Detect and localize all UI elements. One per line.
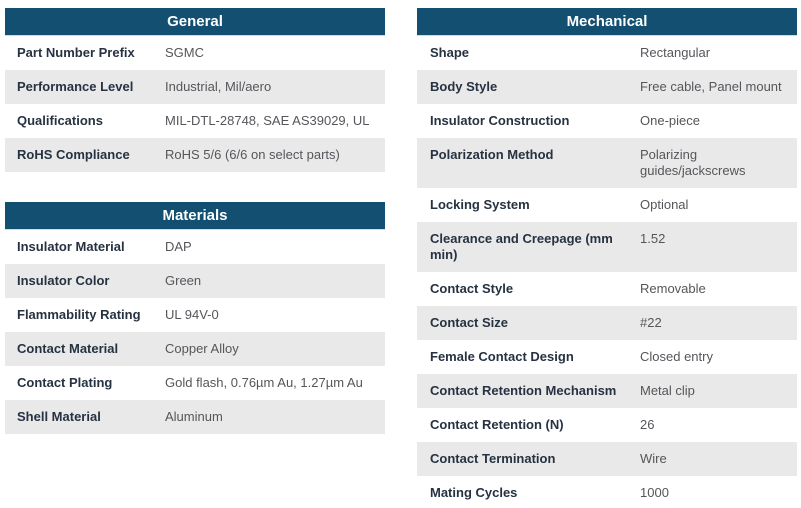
left-column: General Part Number Prefix SGMC Performanc… — [5, 8, 385, 434]
spec-label: Body Style — [430, 79, 498, 94]
spec-label: Female Contact Design — [430, 349, 574, 364]
spec-row: Flammability Rating UL 94V-0 — [5, 298, 385, 332]
spec-label: Performance Level — [17, 79, 134, 94]
spec-value: Removable — [640, 281, 706, 296]
spec-row: Part Number Prefix SGMC — [5, 36, 385, 70]
materials-table: Materials Insulator Material DAP Insulator… — [5, 202, 385, 434]
spec-value: Free cable, Panel mount — [640, 79, 782, 94]
right-column: Mechanical Shape Rectangular Body Style Fre… — [417, 8, 797, 508]
spec-label: Flammability Rating — [17, 307, 141, 322]
spec-value: Industrial, Mil/aero — [165, 79, 272, 94]
spec-label: Contact Termination — [430, 451, 556, 466]
spec-value: MIL-DTL-28748, SAE AS39029, UL — [165, 113, 370, 128]
spec-value: Closed entry — [640, 349, 713, 364]
spec-row: Insulator Material DAP — [5, 230, 385, 264]
spec-row: RoHS Compliance RoHS 5/6 (6/6 on select p… — [5, 138, 385, 172]
spec-label: Shell Material — [17, 409, 101, 424]
spec-label: Contact Retention Mechanism — [430, 383, 617, 398]
spec-row: Insulator Color Green — [5, 264, 385, 298]
spec-value: 1000 — [640, 485, 669, 500]
spec-label: Qualifications — [17, 113, 103, 128]
general-table-title: General — [5, 8, 385, 36]
mechanical-table-title: Mechanical — [417, 8, 797, 36]
spec-label: Polarization Method — [430, 147, 554, 162]
spec-label: Contact Style — [430, 281, 514, 296]
spec-label: Locking System — [430, 197, 530, 212]
spec-value: Gold flash, 0.76µm Au, 1.27µm Au — [165, 375, 363, 390]
spec-row: Contact Style Removable — [417, 272, 797, 306]
spec-label: Insulator Material — [17, 239, 125, 254]
mechanical-table-rows: Shape Rectangular Body Style Free cable, Pa… — [417, 36, 797, 508]
spec-value: #22 — [640, 315, 662, 330]
spec-row: Female Contact Design Closed entry — [417, 340, 797, 374]
spec-row: Performance Level Industrial, Mil/aero — [5, 70, 385, 104]
spec-row: Contact Retention Mechanism Metal clip — [417, 374, 797, 408]
spec-row: Clearance and Creepage (mm min) 1.52 — [417, 222, 797, 272]
spec-value: DAP — [165, 239, 192, 254]
spec-label: Contact Retention (N) — [430, 417, 564, 432]
spec-value: One-piece — [640, 113, 700, 128]
materials-table-title: Materials — [5, 202, 385, 230]
spec-label: Mating Cycles — [430, 485, 518, 500]
spec-value: Optional — [640, 197, 689, 212]
spec-row: Contact Size #22 — [417, 306, 797, 340]
spec-label: Clearance and Creepage (mm min) — [430, 231, 613, 262]
spec-row: Mating Cycles 1000 — [417, 476, 797, 508]
spec-value: Green — [165, 273, 202, 288]
spec-value: 26 — [640, 417, 655, 432]
spec-value: Aluminum — [165, 409, 223, 424]
spec-row: Contact Retention (N) 26 — [417, 408, 797, 442]
spec-value: Metal clip — [640, 383, 695, 398]
spec-value: Wire — [640, 451, 667, 466]
spec-label: Shape — [430, 45, 470, 60]
spec-row: Contact Material Copper Alloy — [5, 332, 385, 366]
spec-label: Contact Size — [430, 315, 509, 330]
spec-value: UL 94V-0 — [165, 307, 219, 322]
spec-row: Contact Termination Wire — [417, 442, 797, 476]
spec-value: Rectangular — [640, 45, 711, 60]
spec-value: 1.52 — [640, 231, 666, 246]
mechanical-table: Mechanical Shape Rectangular Body Style Fre… — [417, 8, 797, 508]
spec-row: Contact Plating Gold flash, 0.76µm Au, 1.… — [5, 366, 385, 400]
spec-row: Body Style Free cable, Panel mount — [417, 70, 797, 104]
spec-row: Shell Material Aluminum — [5, 400, 385, 434]
spec-row: Insulator Construction One-piece — [417, 104, 797, 138]
general-table: General Part Number Prefix SGMC Performanc… — [5, 8, 385, 172]
spec-value: RoHS 5/6 (6/6 on select parts) — [165, 147, 340, 162]
spec-label: Insulator Construction — [430, 113, 570, 128]
spec-label: Insulator Color — [17, 273, 110, 288]
spec-value: SGMC — [165, 45, 204, 60]
spec-row: Shape Rectangular — [417, 36, 797, 70]
spec-value: Copper Alloy — [165, 341, 239, 356]
spec-label: RoHS Compliance — [17, 147, 130, 162]
spec-row: Locking System Optional — [417, 188, 797, 222]
spec-row: Polarization Method Polarizing guides/jac… — [417, 138, 797, 188]
spec-row: Qualifications MIL-DTL-28748, SAE AS39029… — [5, 104, 385, 138]
materials-table-rows: Insulator Material DAP Insulator Color Gree… — [5, 230, 385, 434]
spec-value: Polarizing guides/jackscrews — [640, 147, 746, 178]
spec-label: Contact Plating — [17, 375, 113, 390]
general-table-rows: Part Number Prefix SGMC Performance Level I… — [5, 36, 385, 172]
spec-label: Part Number Prefix — [17, 45, 135, 60]
spec-label: Contact Material — [17, 341, 119, 356]
